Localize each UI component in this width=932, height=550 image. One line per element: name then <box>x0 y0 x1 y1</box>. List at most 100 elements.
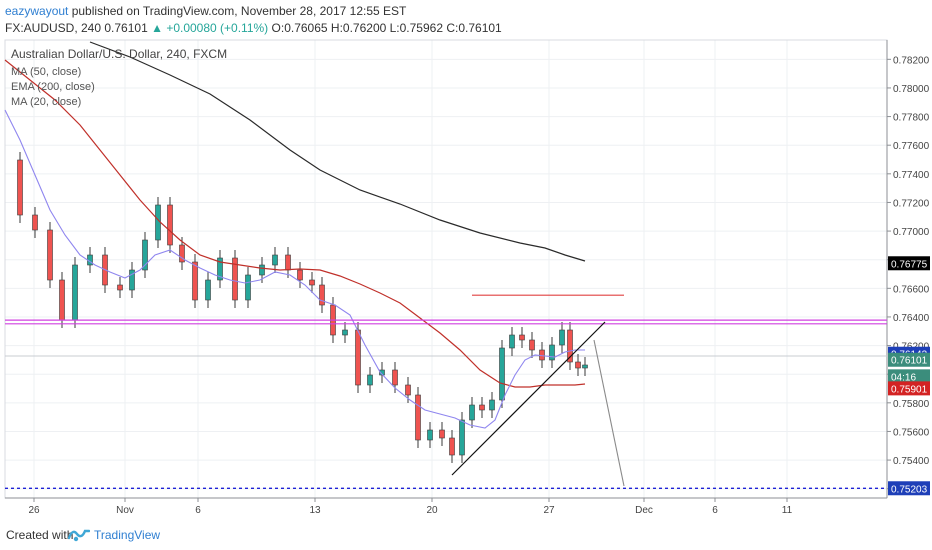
candle-body <box>427 429 433 441</box>
candle-body <box>342 329 348 336</box>
candle-body <box>72 264 78 321</box>
x-tick-label: 27 <box>543 505 555 516</box>
candle-body <box>529 339 535 351</box>
y-tick-label: 0.78200 <box>893 55 930 66</box>
indicator-lines <box>4 41 586 429</box>
x-tick-label: Nov <box>116 505 134 516</box>
price-label-box <box>888 369 930 384</box>
created-with-label: Created with <box>6 528 74 542</box>
candle-body <box>17 159 23 216</box>
candle-body <box>582 364 588 369</box>
candle-body <box>285 254 291 271</box>
price-label-text: 0.76101 <box>891 356 928 367</box>
x-tick-label: 20 <box>426 505 438 516</box>
candle-body <box>259 264 265 276</box>
candle-body <box>519 334 525 341</box>
candle-body <box>367 374 373 386</box>
candle-body <box>232 257 238 301</box>
ema-200-line <box>89 41 586 262</box>
price-label-text: 0.76775 <box>891 259 928 270</box>
candle-body <box>309 279 315 286</box>
candle-body <box>319 284 325 306</box>
x-tick-label: 6 <box>712 505 718 516</box>
publish-line: eazywayout published on TradingView.com,… <box>5 4 406 18</box>
y-tick-label: 0.77000 <box>893 227 930 238</box>
price-label-text: 0.75901 <box>891 384 928 395</box>
candle-body <box>179 244 185 263</box>
candle-body <box>567 329 573 363</box>
y-tick-label: 0.77600 <box>893 141 930 152</box>
price-axis: 0.78200 0.78000 0.77800 0.77600 0.77400 0.772… <box>887 55 930 496</box>
plot-area <box>4 39 888 499</box>
price-label-text: 04:16 <box>891 372 916 383</box>
ohlc-values: O:0.76065 H:0.76200 L:0.75962 C:0.76101 <box>271 21 502 35</box>
y-tick-label: 0.77400 <box>893 170 930 181</box>
y-tick-label: 0.76600 <box>893 284 930 295</box>
x-tick-label: 13 <box>309 505 321 516</box>
chart-grid <box>5 40 887 498</box>
candle-body <box>167 204 173 246</box>
candle-body <box>297 269 303 281</box>
footer: Created with TradingView <box>0 518 932 550</box>
candle-body <box>59 279 65 321</box>
ma-20-line <box>4 109 585 429</box>
candlestick-series <box>17 152 588 463</box>
y-tick-label: 0.78000 <box>893 84 930 95</box>
x-tick-label: 11 <box>782 505 793 516</box>
x-tick-label: 6 <box>195 505 201 516</box>
candle-body <box>142 239 148 271</box>
y-tick-label: 0.76400 <box>893 313 930 324</box>
candle-body <box>459 419 465 456</box>
candle-body <box>272 254 278 266</box>
price-label-box <box>888 481 930 496</box>
legend-item[interactable]: MA (50, close) <box>11 66 81 78</box>
candle-body <box>192 261 198 301</box>
drawn-levels <box>5 294 887 489</box>
time-axis: 26 Nov 6 13 20 27 Dec 6 11 <box>28 498 793 516</box>
projection-line[interactable] <box>593 339 625 487</box>
ascending-trendline[interactable] <box>451 321 606 476</box>
candle-body <box>392 369 398 386</box>
legend-item[interactable]: MA (20, close) <box>11 96 81 108</box>
candle-body <box>117 284 123 291</box>
candle-body <box>479 404 485 411</box>
candle-body <box>549 344 555 361</box>
candle-body <box>355 329 361 386</box>
chart-legend: Australian Dollar/U.S. Dollar, 240, FXCM… <box>11 47 227 108</box>
candle-body <box>217 257 223 281</box>
publish-info: published on TradingView.com, November 2… <box>68 4 407 18</box>
ma-50-line <box>4 59 586 388</box>
candle-body <box>499 347 505 401</box>
chart-header: eazywayout published on TradingView.com,… <box>0 0 932 40</box>
candle-body <box>489 399 495 411</box>
candle-body <box>405 384 411 396</box>
legend-item[interactable]: EMA (200, close) <box>11 81 95 93</box>
price-label-text: 0.75203 <box>891 484 928 495</box>
x-tick-label: 26 <box>28 505 40 516</box>
candle-body <box>47 229 53 281</box>
price-label-box <box>888 256 930 271</box>
author-link[interactable]: eazywayout <box>5 4 69 18</box>
tradingview-brand-link[interactable]: TradingView <box>94 528 161 542</box>
candle-body <box>509 334 515 349</box>
candle-body <box>415 394 421 441</box>
tradingview-logo-icon <box>68 529 90 542</box>
candle-body <box>32 214 38 231</box>
price-label-box <box>888 381 930 396</box>
last-price: 0.76101 <box>104 21 148 35</box>
candle-body <box>449 437 455 456</box>
legend-title: Australian Dollar/U.S. Dollar, 240, FXCM <box>11 47 227 61</box>
change-value: ▲ +0.00080 (+0.11%) <box>151 21 269 35</box>
y-tick-label: 0.77800 <box>893 113 930 124</box>
candle-body <box>439 429 445 439</box>
quote-line: FX:AUDUSD, 240 0.76101 ▲ +0.00080 (+0.11… <box>5 21 502 35</box>
y-tick-label: 0.77200 <box>893 198 930 209</box>
candle-body <box>575 361 581 369</box>
y-tick-label: 0.75400 <box>893 456 930 467</box>
x-tick-label: Dec <box>635 505 653 516</box>
price-label-box <box>888 352 930 367</box>
candle-body <box>379 369 385 376</box>
candle-body <box>205 279 211 301</box>
price-chart[interactable]: Australian Dollar/U.S. Dollar, 240, FXCM… <box>0 38 932 518</box>
